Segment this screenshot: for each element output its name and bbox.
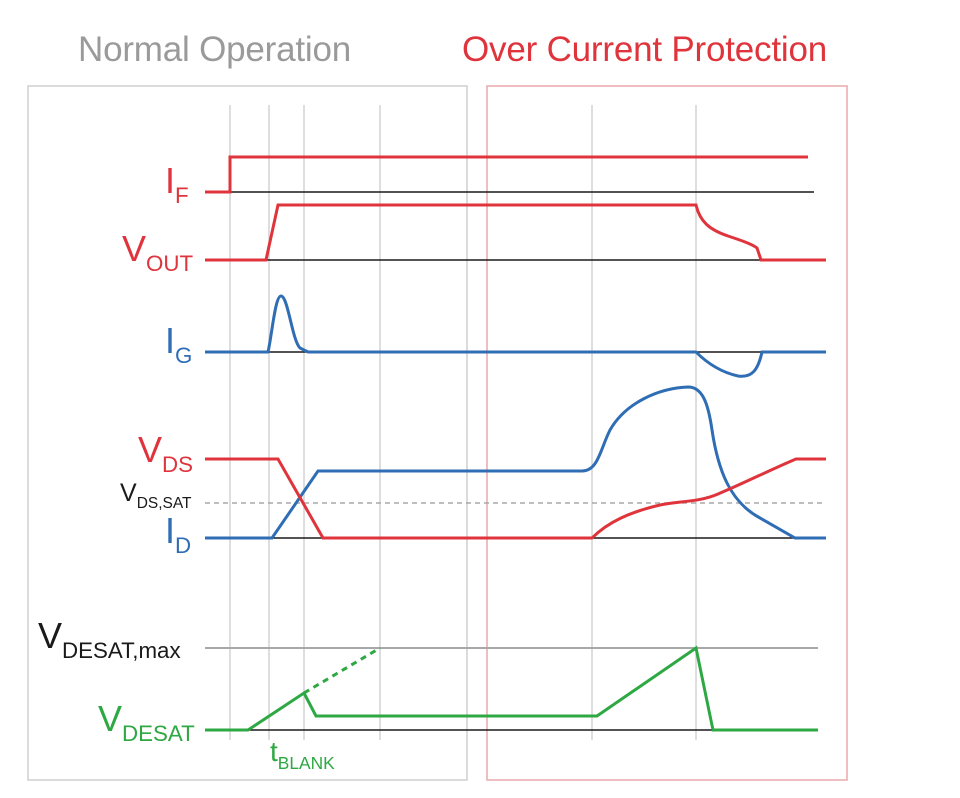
over-current-protection-header: Over Current Protection: [462, 30, 827, 69]
vds-label: VDS: [138, 429, 194, 478]
normal-operation-panel: [27, 85, 468, 781]
vout-label: VOUT: [122, 228, 194, 277]
vds-sat-label: VDS,SAT: [120, 479, 192, 512]
vdesat-max-label: VDESAT,max: [38, 615, 181, 664]
ig-label: IG: [165, 320, 193, 369]
normal-operation-header: Normal Operation: [78, 30, 352, 69]
if-label: IF: [165, 160, 189, 209]
vdesat-waveform: [205, 645, 818, 732]
vds-waveform: [205, 457, 826, 540]
if-waveform: [205, 155, 808, 194]
over-current-protection-panel: [486, 85, 848, 781]
baselines: [205, 191, 826, 731]
vdesat-label: VDESAT: [98, 698, 195, 747]
ig-waveform: [205, 294, 826, 378]
id-waveform: [205, 385, 826, 540]
id-label: ID: [165, 510, 192, 559]
timing-guides: [229, 105, 697, 740]
vout-waveform: [205, 203, 826, 262]
vdesat-blanking-extension: [303, 646, 381, 695]
tblank-label: tBLANK: [270, 736, 335, 773]
